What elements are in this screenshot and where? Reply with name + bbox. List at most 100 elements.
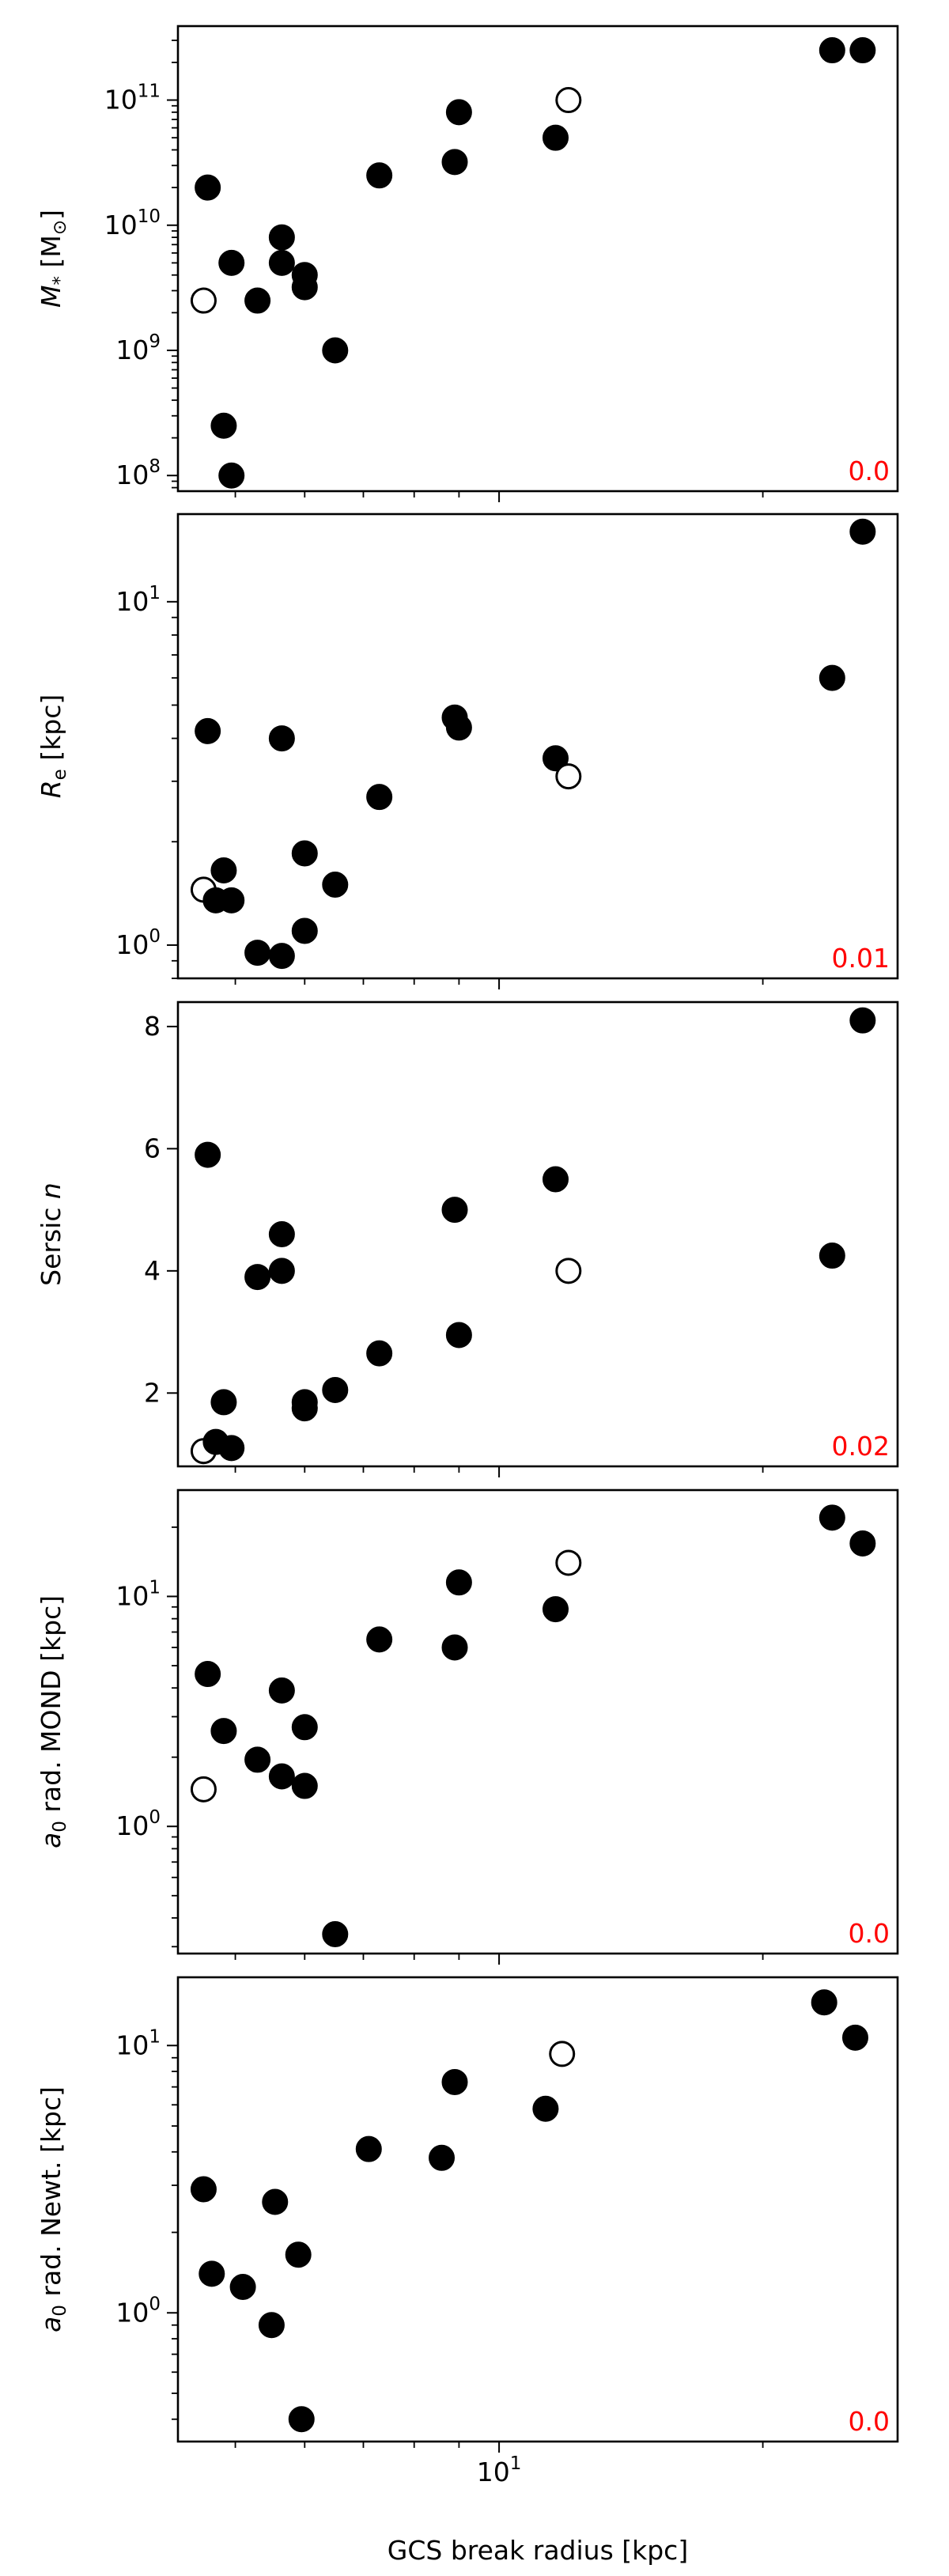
filled-data-point (366, 1340, 393, 1367)
open-data-point (549, 2041, 576, 2067)
filled-data-point (244, 287, 271, 314)
corner-value-label: 0.0 (849, 2406, 890, 2437)
filled-data-point (210, 1389, 237, 1416)
filled-data-point (218, 887, 245, 914)
y-axis-label: a0 rad. Newt. [kpc] (36, 2086, 70, 2332)
filled-data-point (258, 2312, 285, 2339)
filled-data-point (429, 2144, 456, 2171)
filled-data-point (268, 1763, 295, 1790)
filled-data-point (291, 1389, 318, 1416)
y-tick-label: 100 (115, 1807, 161, 1841)
filled-data-point (849, 37, 876, 64)
filled-data-point (218, 1435, 245, 1462)
filled-data-point (445, 99, 472, 126)
open-data-point (190, 287, 217, 314)
y-tick-label: 109 (115, 331, 161, 365)
filled-data-point (229, 2274, 256, 2301)
filled-data-point (268, 249, 295, 276)
y-tick-label: 4 (144, 1255, 161, 1286)
filled-data-point (819, 37, 845, 64)
filled-data-point (819, 1243, 845, 1269)
filled-data-point (198, 2260, 225, 2287)
y-tick-label: 1011 (104, 81, 161, 115)
corner-value-label: 0.02 (832, 1431, 890, 1462)
panel-a0-radius-newtonian: 100 101 a0 rad. Newt. [kpc] 0.0 101 (36, 1976, 899, 2487)
filled-data-point (195, 1141, 221, 1168)
filled-data-point (244, 1746, 271, 1773)
y-tick-label: 2 (144, 1377, 161, 1408)
filled-data-point (285, 2241, 312, 2268)
corner-value-label: 0.01 (832, 943, 890, 974)
y-tick-label: 6 (144, 1133, 161, 1163)
filled-data-point (195, 174, 221, 201)
y-tick-label: 108 (115, 456, 161, 490)
filled-data-point (195, 717, 221, 744)
filled-data-point (811, 1989, 837, 2016)
filled-data-point (291, 274, 318, 301)
filled-data-point (849, 518, 876, 545)
open-data-point (555, 763, 582, 790)
y-tick-label: 101 (115, 2026, 161, 2060)
filled-data-point (441, 149, 468, 176)
open-data-point (555, 1258, 582, 1284)
filled-data-point (542, 124, 569, 151)
panel-sersic-index: 2 4 6 8 Sersic n 0.02 (36, 1001, 899, 1477)
axes-frame (176, 1001, 899, 1468)
filled-data-point (366, 162, 393, 189)
filled-data-point (244, 1264, 271, 1291)
filled-data-point (849, 1007, 876, 1034)
y-axis-label: Sersic n (36, 1182, 66, 1286)
filled-data-point (441, 1634, 468, 1661)
filled-data-point (542, 745, 569, 772)
filled-data-point (441, 2068, 468, 2095)
panel-stellar-mass: 108 109 1010 1011 M* [M⊙] 0.0 (36, 25, 899, 502)
filled-data-point (819, 664, 845, 691)
corner-value-label: 0.0 (849, 1918, 890, 1949)
y-tick-label: 1010 (104, 206, 161, 240)
filled-data-point (268, 725, 295, 752)
filled-data-point (288, 2406, 315, 2433)
filled-data-point (445, 1569, 472, 1596)
y-tick-label: 101 (115, 1577, 161, 1611)
panel-effective-radius: 100 101 Re [kpc] 0.01 (36, 513, 899, 989)
open-data-point (555, 1549, 582, 1576)
filled-data-point (445, 1322, 472, 1349)
y-axis-label: a0 rad. MOND [kpc] (36, 1595, 70, 1848)
axes-frame (176, 513, 899, 980)
filled-data-point (542, 1166, 569, 1193)
filled-data-point (218, 462, 245, 489)
filled-data-point (322, 871, 349, 898)
filled-data-point (244, 940, 271, 966)
y-tick-label: 100 (115, 926, 161, 960)
x-axis-label: GCS break radius [kpc] (388, 2535, 688, 2566)
filled-data-point (210, 857, 237, 884)
filled-data-point (366, 784, 393, 811)
filled-data-point (291, 1772, 318, 1799)
filled-data-point (291, 1714, 318, 1741)
filled-data-point (218, 249, 245, 276)
filled-data-point (210, 412, 237, 439)
filled-data-point (322, 1920, 349, 1947)
filled-data-point (190, 2176, 217, 2203)
axes-frame (176, 1976, 899, 2443)
filled-data-point (268, 1677, 295, 1704)
open-data-point (190, 1776, 217, 1802)
filled-data-point (268, 1258, 295, 1284)
filled-data-point (291, 917, 318, 944)
filled-data-point (268, 943, 295, 970)
axes-frame (176, 1488, 899, 1955)
filled-data-point (262, 2188, 289, 2215)
filled-data-point (322, 337, 349, 364)
filled-data-point (849, 1530, 876, 1557)
axes-frame (176, 25, 899, 493)
corner-value-label: 0.0 (849, 456, 890, 486)
panels: 108 109 1010 1011 M* [M⊙] 0.0 100 101 Re [kpc] 0.… (36, 25, 899, 2487)
y-tick-label: 101 (115, 583, 161, 617)
panel-a0-radius-mond: 100 101 a0 rad. MOND [kpc] 0.0 (36, 1488, 899, 1965)
filled-data-point (445, 714, 472, 741)
y-axis-label: Re [kpc] (36, 694, 70, 799)
filled-data-point (355, 2135, 382, 2162)
y-tick-label: 8 (144, 1011, 161, 1042)
filled-data-point (841, 2024, 868, 2051)
filled-data-point (210, 1718, 237, 1745)
